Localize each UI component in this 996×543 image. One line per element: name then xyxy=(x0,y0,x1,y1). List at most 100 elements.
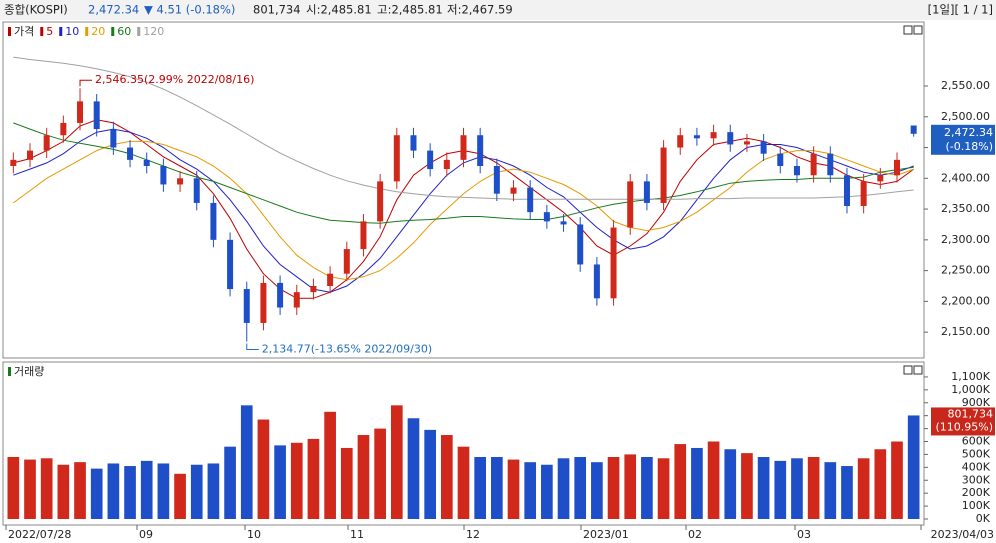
x-tick-label: 11 xyxy=(350,528,364,541)
volume-bar xyxy=(90,468,103,519)
price-panel xyxy=(2,21,925,359)
candle-body xyxy=(393,135,400,182)
candle-body xyxy=(727,132,734,145)
volume-bar xyxy=(124,466,136,519)
volume-bar xyxy=(674,444,687,519)
volume-bar xyxy=(424,429,436,519)
legend-label: 거래량 xyxy=(14,365,44,378)
candle-body xyxy=(243,289,250,323)
y-tick-label: 500K xyxy=(962,447,991,460)
header: 종합(KOSPI) 2,472.34 ▼ 4.51 (-0.18%) 801,7… xyxy=(4,3,993,17)
volume-bar xyxy=(290,442,303,519)
volume-bar xyxy=(807,457,820,519)
volume-bar xyxy=(907,415,920,519)
y-tick-label: 0K xyxy=(976,512,991,525)
volume-bar xyxy=(724,449,737,519)
y-tick-label: 1,000K xyxy=(951,383,990,396)
volume-bar xyxy=(657,458,670,519)
legend-label: 5 xyxy=(46,25,53,38)
volume-bar xyxy=(157,463,170,519)
volume-bar xyxy=(257,419,270,519)
change: ▼ 4.51 (-0.18%) xyxy=(144,3,235,17)
candle-body xyxy=(127,147,134,160)
candle-body xyxy=(810,153,817,176)
volume-bar xyxy=(307,438,320,519)
legend-label: 120 xyxy=(143,25,164,38)
legend-swatch xyxy=(40,27,44,36)
current-change: (-0.18%) xyxy=(946,140,994,153)
index-name: 종합(KOSPI) xyxy=(4,3,68,17)
volume-bar xyxy=(791,458,803,519)
candle-body xyxy=(10,159,17,166)
current-volume-ratio: (110.95%) xyxy=(935,420,993,433)
candle-body xyxy=(177,178,184,185)
volume-bar xyxy=(274,445,286,519)
panel-button[interactable] xyxy=(903,25,913,35)
x-tick-label: 03 xyxy=(797,528,811,541)
candle-body xyxy=(843,175,850,206)
candle-body xyxy=(443,159,450,170)
annotation-arrow xyxy=(79,79,93,87)
candle-body xyxy=(227,239,234,290)
legend-swatch xyxy=(59,27,63,36)
x-tick-label: 09 xyxy=(139,528,153,541)
candle-body xyxy=(593,264,600,299)
candle-body xyxy=(527,187,534,213)
candle-body xyxy=(643,181,650,203)
volume-bar xyxy=(474,457,487,519)
candle-body xyxy=(777,153,784,166)
volume-bar xyxy=(607,457,620,519)
candle-body xyxy=(477,135,484,166)
candle-body xyxy=(93,101,100,130)
candle-body xyxy=(760,141,767,154)
volume-bar xyxy=(824,462,837,519)
y-tick-label: 2,250.00 xyxy=(941,264,990,277)
volume-bar xyxy=(541,464,553,519)
volume-bar xyxy=(24,459,36,519)
candle-body xyxy=(577,224,584,265)
candle-body xyxy=(910,125,917,134)
annotation-arrow xyxy=(246,343,259,351)
x-tick-label: 12 xyxy=(466,528,480,541)
candle-body xyxy=(193,178,200,203)
high: 고:2,485.81 xyxy=(377,3,443,17)
current-price-box xyxy=(931,124,995,155)
low: 저:2,467.59 xyxy=(447,3,513,17)
candle-body xyxy=(677,135,684,148)
candle-body xyxy=(210,202,217,240)
candle-body xyxy=(260,282,267,323)
legend-label: 가격 xyxy=(14,25,34,38)
volume-bar xyxy=(357,435,370,519)
legend-swatch xyxy=(85,27,89,36)
candle-body xyxy=(877,175,884,182)
y-tick-label: 300K xyxy=(962,473,991,486)
panel-button[interactable] xyxy=(913,365,923,375)
x-tick-label: 10 xyxy=(247,528,261,541)
candle-body xyxy=(827,153,834,176)
volume-bar xyxy=(874,449,887,519)
candle-body xyxy=(460,135,467,160)
volume-bar xyxy=(190,464,203,519)
candle-body xyxy=(493,166,500,194)
candle-body xyxy=(27,150,34,160)
candle-body xyxy=(377,181,384,222)
volume-bar xyxy=(707,441,720,519)
candle-body xyxy=(560,221,567,225)
price: 2,472.34 xyxy=(88,3,139,17)
x-tick-label: 2022/07/28 xyxy=(8,528,71,541)
candle-body xyxy=(293,292,300,308)
panel-button[interactable] xyxy=(903,365,913,375)
candle-body xyxy=(610,227,617,299)
candle-body xyxy=(43,135,50,151)
candle-body xyxy=(710,132,717,139)
volume-bar xyxy=(74,462,86,519)
page-indicator[interactable]: [1일][ 1 / 1] xyxy=(928,3,993,17)
y-tick-label: 2,300.00 xyxy=(941,233,990,246)
candle-body xyxy=(77,101,84,123)
candle-body xyxy=(893,159,900,176)
panel-button[interactable] xyxy=(913,25,923,35)
y-tick-label: 600K xyxy=(962,435,991,448)
candle-body xyxy=(343,249,350,274)
x-tick-label: 2023/01 xyxy=(583,528,629,541)
